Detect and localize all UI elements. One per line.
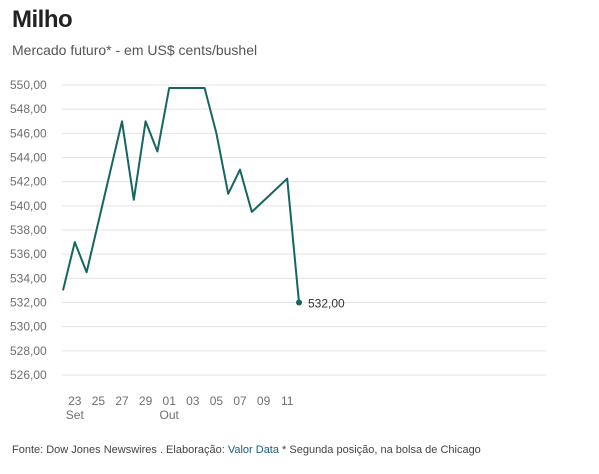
y-tick-label: 542,00 [10,175,47,189]
x-tick-month: Out [160,408,180,422]
y-tick-label: 550,00 [10,78,47,92]
footnote-text: * Segunda posição, na bolsa de Chicago [278,444,481,456]
x-tick-month: Set [66,408,85,422]
y-tick-label: 534,00 [10,271,47,285]
x-tick-label: 25 [92,394,106,408]
x-tick-label: 07 [233,394,247,408]
x-tick-label: 03 [186,394,200,408]
chart-title: Milho [12,6,73,33]
source-brand: Valor Data [227,444,279,456]
x-tick-label: 09 [257,394,271,408]
y-tick-label: 528,00 [10,344,47,358]
y-tick-label: 548,00 [10,102,47,116]
x-tick-label: 11 [281,394,294,408]
end-point [296,299,302,306]
y-tick-label: 532,00 [10,296,47,310]
y-tick-label: 530,00 [10,320,47,334]
y-tick-label: 540,00 [10,199,47,213]
x-tick-label: 29 [139,394,153,408]
source-note: Fonte: Dow Jones Newswires . Elaboração:… [12,444,481,456]
y-tick-label: 546,00 [10,126,47,140]
x-tick-label: 23 [68,394,82,408]
y-tick-label: 538,00 [10,223,47,237]
series-line [62,87,300,303]
x-tick-label: 01 [163,394,177,408]
y-tick-label: 536,00 [10,247,47,261]
y-tick-label: 526,00 [10,368,47,382]
x-tick-label: 05 [210,394,224,408]
end-value-label: 532,00 [308,297,345,311]
y-tick-label: 544,00 [10,151,47,165]
x-tick-label: 27 [115,394,129,408]
chart-subtitle: Mercado futuro* - em US$ cents/bushel [12,42,258,58]
source-text: Fonte: Dow Jones Newswires . Elaboração: [12,444,228,456]
